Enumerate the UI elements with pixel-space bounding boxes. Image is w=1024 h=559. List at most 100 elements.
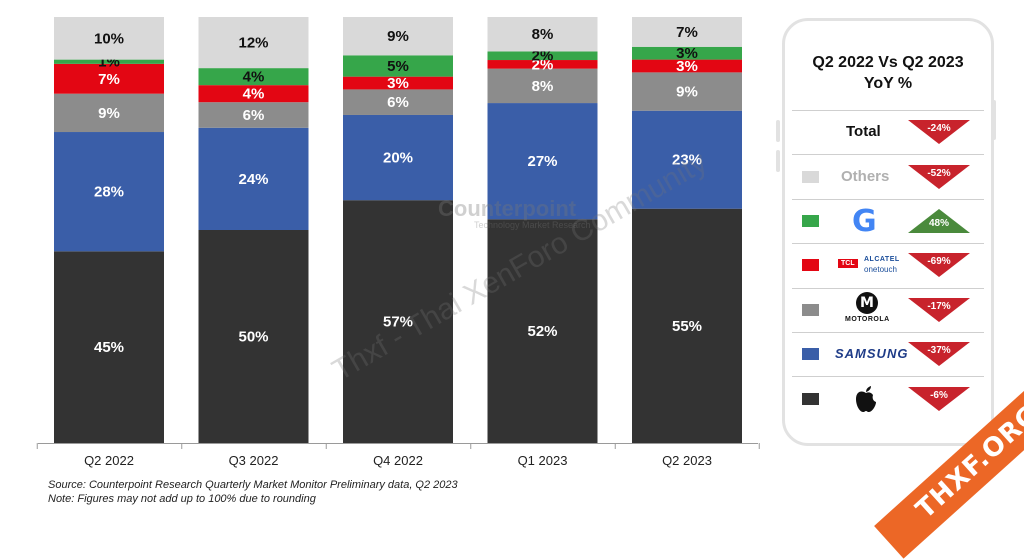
stacked-bar-chart: 45%28%9%7%1%10%Q2 202250%24%6%4%4%12%Q3 … [36, 17, 760, 468]
yoy-value: -6% [930, 389, 948, 401]
data-label-motorola: 6% [243, 107, 265, 124]
yoy-value: -17% [927, 300, 951, 312]
yoy-swatch [802, 170, 819, 183]
yoy-row-separator [792, 243, 984, 245]
data-label-samsung: 20% [383, 150, 413, 167]
yoy-row-separator [792, 332, 984, 333]
bar-stack: 52% 27% 8% 2%2% 8% [487, 17, 598, 443]
bar-segment-others [54, 17, 164, 60]
yoy-title-line2: YoY % [863, 75, 913, 92]
data-label-samsung: 24% [238, 171, 268, 188]
data-label-samsung: 28% [94, 184, 124, 201]
data-label-apple: 45% [94, 339, 124, 356]
data-label-apple: 50% [238, 329, 268, 346]
motorola-wordmark: MOTOROLA [845, 315, 890, 323]
yoy-row-separator [792, 287, 984, 289]
data-label-others: 8% [532, 26, 554, 43]
data-label-others: 12% [238, 35, 268, 52]
yoy-badge-down [908, 164, 970, 189]
bar-stack: 50% 24% 6% 4%4% 12% [198, 17, 309, 443]
bar-segment-motorola [198, 102, 309, 128]
data-label-motorola: 6% [387, 94, 409, 111]
note-text: Note: Figures may not add up to 100% due… [48, 493, 316, 505]
x-tick-label: Q4 2022 [373, 453, 423, 468]
yoy-swatch [802, 392, 819, 405]
yoy-badge-down [908, 297, 970, 322]
yoy-row-separator [792, 110, 984, 111]
data-label-apple: 52% [527, 323, 557, 340]
bar-segment-motorola [632, 72, 742, 111]
yoy-row-separator [792, 154, 984, 156]
google-logo: G [852, 204, 877, 239]
data-label-tcl: 3% [387, 75, 409, 92]
yoy-panel-title: Q2 2022 Vs Q2 2023 YoY % [790, 52, 986, 94]
phone-side-button [776, 120, 780, 142]
yoy-row-separator [792, 376, 984, 378]
samsung-wordmark: SAMSUNG [835, 346, 909, 362]
data-label-motorola: 8% [532, 78, 554, 95]
yoy-badge-up [908, 209, 970, 233]
yoy-brand-label: Others [841, 167, 890, 185]
yoy-row-separator [792, 198, 984, 200]
bar-segment-tcl [54, 63, 164, 94]
yoy-value: 48% [928, 218, 949, 229]
bar-segment-apple [343, 200, 453, 443]
motorola-icon: M [856, 291, 878, 314]
bar-segment-google [487, 51, 598, 61]
data-label-motorola: 9% [98, 105, 120, 122]
bar-stack: 55% 23% 9% 3%3% 7% [632, 17, 742, 443]
data-label-tcl: 7% [98, 71, 120, 88]
data-label-apple: 57% [383, 314, 413, 331]
yoy-value: -24% [927, 123, 951, 135]
bar-stack: 45%28%9%7%1%10% [54, 17, 164, 443]
yoy-swatch [802, 303, 819, 316]
yoy-swatch [802, 348, 819, 361]
tcl-logo: TCL [838, 259, 858, 269]
bar-segment-samsung [343, 114, 453, 201]
bar-segment-google [54, 59, 164, 64]
yoy-swatch [802, 215, 819, 227]
bar-segment-apple [54, 251, 164, 443]
bar-stack: 57% 20% 6% 3%5% 9% [343, 17, 453, 443]
bar-segment-samsung [487, 103, 598, 220]
data-label-others: 9% [387, 28, 409, 45]
yoy-badge-down [908, 386, 970, 411]
bar-segment-motorola [487, 68, 598, 104]
bar-segment-others [632, 17, 742, 47]
data-label-tcl: 4% [243, 86, 265, 103]
bar-segment-google [343, 55, 453, 77]
alcatel-logo: ALCATEL [864, 256, 900, 264]
data-label-apple: 55% [672, 318, 702, 335]
bar-segment-samsung [198, 127, 309, 230]
bar-segment-samsung [632, 110, 742, 209]
counterpoint-watermark-sub: Technology Market Research [474, 220, 591, 230]
phone-side-button [992, 100, 996, 140]
x-tick-label: Q2 2023 [662, 453, 712, 468]
yoy-swatch [802, 259, 819, 272]
x-tick-label: Q1 2023 [518, 453, 568, 468]
data-label-samsung: 27% [527, 153, 557, 170]
yoy-value: -37% [927, 345, 951, 357]
data-label-google: 3% [676, 45, 698, 62]
x-tick-label: Q3 2022 [229, 453, 279, 468]
bar-segment-others [343, 17, 453, 56]
yoy-value: -52% [927, 167, 951, 179]
phone-side-button [776, 150, 780, 172]
bar-segment-google [632, 46, 742, 60]
bar-segment-motorola [54, 93, 164, 133]
bar-segment-apple [198, 230, 309, 443]
counterpoint-watermark: Counterpoint [438, 196, 577, 221]
yoy-badge-down [908, 120, 970, 145]
data-label-motorola: 9% [676, 84, 698, 101]
source-notes: Source: Counterpoint Research Quarterly … [48, 478, 458, 506]
bar-segment-tcl [632, 59, 742, 73]
apple-icon [853, 385, 879, 413]
yoy-value: -69% [927, 256, 951, 268]
bar-segment-google [198, 68, 309, 86]
data-label-tcl: 3% [676, 58, 698, 75]
bar-segment-apple [487, 219, 598, 443]
yoy-title-line1: Q2 2022 Vs Q2 2023 [812, 54, 964, 71]
bar-segment-tcl [487, 60, 598, 69]
bar-segment-tcl [198, 85, 309, 103]
data-label-others: 7% [676, 24, 698, 41]
